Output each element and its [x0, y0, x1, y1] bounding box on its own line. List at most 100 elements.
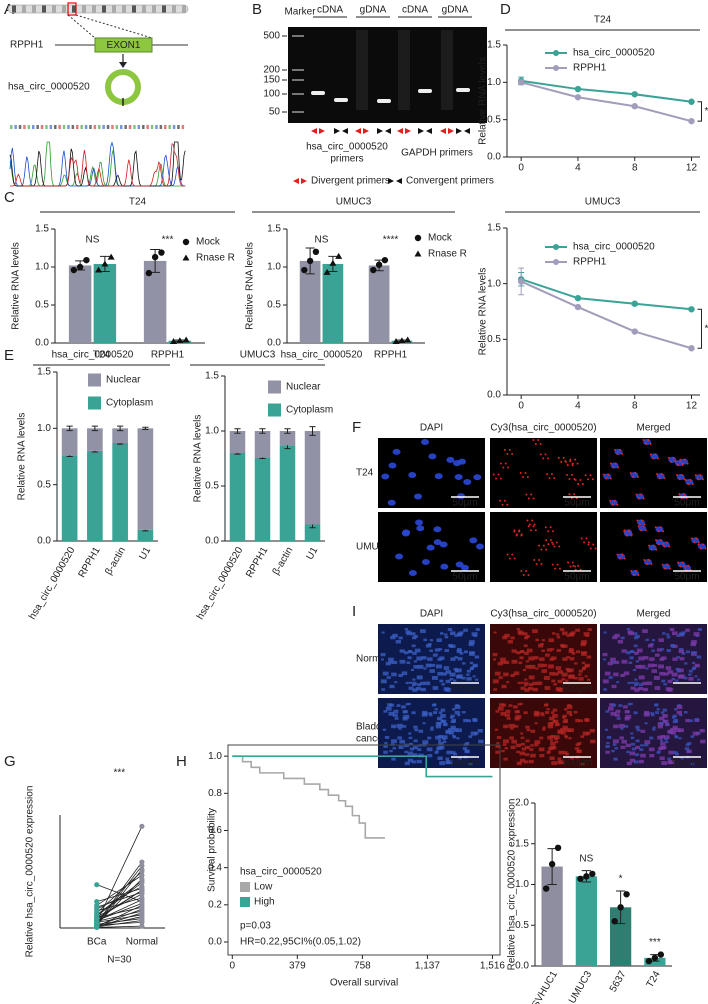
x-tick-label: RPPH1 — [244, 545, 270, 580]
tissue-texture — [408, 681, 413, 684]
y-tick-label: 0.0 — [267, 338, 281, 349]
data-point — [94, 899, 100, 905]
tissue-texture — [414, 648, 421, 653]
cy3-signal — [545, 539, 548, 542]
point — [574, 94, 582, 101]
tissue-texture — [449, 631, 456, 636]
tissue-texture — [557, 679, 563, 684]
tissue-texture — [578, 669, 583, 673]
data-point — [323, 268, 331, 275]
tissue-texture — [547, 724, 553, 729]
bar — [143, 260, 167, 343]
tissue-texture — [661, 679, 666, 683]
tissue-texture — [660, 711, 665, 714]
cy3-signal — [644, 443, 647, 446]
tissue-texture — [408, 736, 413, 740]
lane-label: cDNA — [402, 5, 428, 16]
tissue-texture — [540, 712, 544, 715]
gel-smear — [441, 30, 453, 110]
divergent-primer — [301, 178, 307, 184]
row-label: Normal — [356, 654, 388, 665]
data-point — [375, 261, 383, 268]
tissue-texture — [439, 656, 445, 660]
cy3-signal — [652, 457, 655, 460]
tissue-texture — [459, 652, 464, 655]
gel-band — [311, 91, 325, 95]
tissue-texture — [503, 739, 509, 744]
tissue-texture — [679, 647, 684, 651]
tissue-texture — [447, 628, 453, 632]
tissue-texture — [463, 718, 469, 723]
tissue-texture — [578, 673, 582, 676]
tissue-texture — [410, 668, 415, 672]
tissue-texture — [503, 724, 509, 729]
point — [574, 294, 582, 302]
tissue-texture — [522, 668, 527, 672]
divergent-primer — [363, 128, 369, 134]
tissue-texture — [652, 728, 656, 731]
tissue-texture — [470, 666, 475, 669]
tissue-texture — [673, 718, 678, 722]
tissue-texture — [526, 648, 533, 653]
tissue-texture — [554, 672, 559, 676]
cy3-signal — [499, 477, 502, 480]
tissue-texture — [679, 714, 683, 717]
tissue-texture — [690, 762, 695, 766]
cy3-signal — [522, 476, 525, 479]
tissue-texture — [568, 728, 574, 733]
tissue-texture — [458, 757, 462, 760]
tissue-texture — [656, 751, 661, 754]
tissue-texture — [427, 657, 433, 661]
tissue-texture — [445, 687, 452, 692]
nucleus — [463, 479, 472, 486]
cy3-signal — [592, 543, 595, 546]
data-point — [139, 880, 145, 886]
data-point — [589, 870, 596, 878]
annotation: **** — [383, 235, 399, 246]
sequence-base — [40, 125, 44, 129]
sequence-base — [159, 125, 163, 129]
chart-title: UMUC3 — [336, 197, 372, 208]
tissue-texture — [549, 739, 554, 742]
tissue-texture — [624, 710, 630, 714]
x-tick-label: RPPH1 — [374, 350, 408, 361]
tissue-texture — [524, 678, 528, 681]
tissue-texture — [618, 704, 623, 707]
tissue-texture — [425, 663, 432, 668]
pair-line — [96, 889, 143, 920]
tissue-texture — [613, 672, 619, 677]
divergent-primer — [293, 178, 299, 184]
cy3-signal — [531, 519, 534, 522]
data-point — [170, 337, 178, 344]
tissue-texture — [667, 687, 674, 692]
sequence-base — [124, 125, 127, 129]
tissue-texture — [412, 681, 417, 685]
tissue-texture — [665, 666, 672, 670]
sequence-base — [93, 125, 97, 129]
cy3-signal — [530, 529, 533, 532]
row-label: cancer — [356, 734, 387, 745]
cy3-signal — [567, 561, 570, 564]
tissue-texture — [384, 741, 388, 745]
legend-swatch — [268, 403, 281, 417]
tissue-texture — [517, 681, 521, 685]
tissue-texture — [431, 675, 438, 680]
cy3-signal — [690, 537, 693, 540]
panel-label: D — [500, 1, 511, 18]
bar — [575, 876, 597, 966]
tissue-texture — [561, 631, 568, 636]
data-point — [404, 336, 412, 343]
tissue-texture — [429, 669, 435, 673]
divergent-primer — [319, 128, 325, 134]
legend-marker — [414, 234, 422, 242]
tissue-texture — [468, 642, 475, 647]
tissue-texture — [566, 705, 573, 709]
tissue-texture — [633, 711, 638, 715]
tissue-texture — [472, 663, 478, 668]
cy3-signal — [587, 541, 590, 544]
chromosome-band — [172, 5, 176, 13]
tissue-texture — [453, 679, 457, 682]
chart-title: T24 — [594, 15, 612, 26]
chart-title: T24 — [93, 350, 111, 361]
tissue-texture — [422, 722, 426, 725]
